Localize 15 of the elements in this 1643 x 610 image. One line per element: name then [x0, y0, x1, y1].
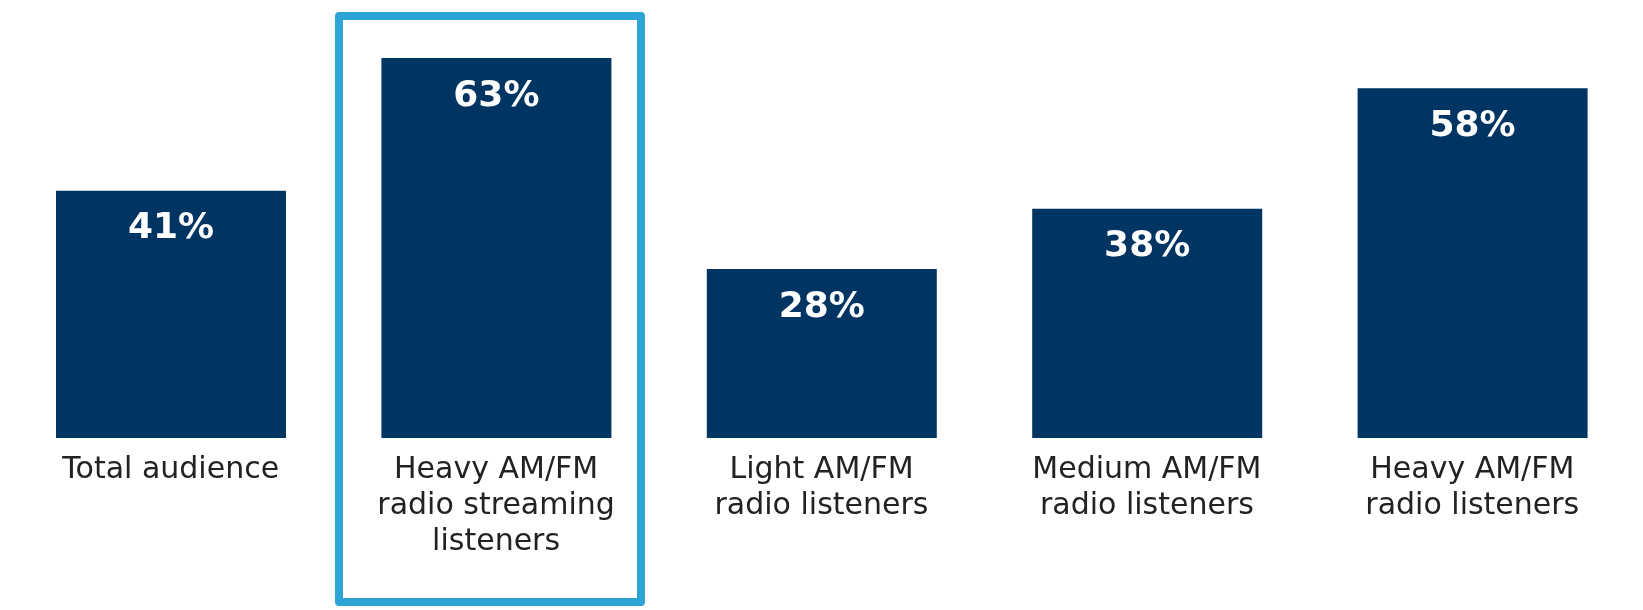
x-tick-label: Light AM/FM radio listeners	[714, 450, 929, 521]
data-label: 38%	[1104, 223, 1191, 265]
bar	[381, 58, 612, 438]
data-label: 58%	[1429, 102, 1516, 144]
x-tick-label: Medium AM/FM radio listeners	[1032, 450, 1262, 521]
data-label: 28%	[778, 283, 865, 325]
bar	[1032, 208, 1263, 438]
bar	[1357, 88, 1588, 438]
x-tick-label: Heavy AM/FM radio streaming listeners	[377, 450, 615, 557]
x-tick-label: Heavy AM/FM radio listeners	[1365, 450, 1580, 521]
x-tick-label: Total audience	[61, 450, 280, 485]
data-label: 63%	[453, 72, 540, 114]
data-label: 41%	[127, 205, 215, 247]
bar	[706, 269, 937, 438]
bar	[56, 190, 286, 438]
